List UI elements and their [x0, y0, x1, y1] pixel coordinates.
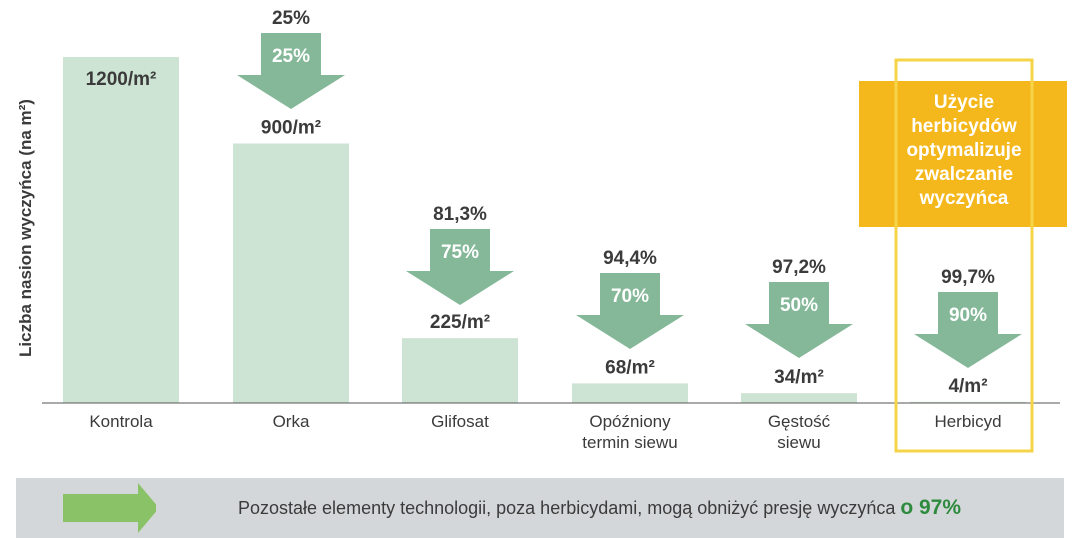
bar	[741, 393, 857, 403]
value-label: 900/m²	[261, 118, 321, 139]
category-label: Orka	[273, 412, 310, 431]
arrow-down-icon	[745, 282, 853, 358]
step-reduction-label: 50%	[780, 295, 818, 316]
value-label: 4/m²	[948, 376, 987, 397]
category-label: Herbicyd	[934, 412, 1001, 431]
category-label: siewu	[777, 433, 820, 452]
cumulative-reduction-label: 25%	[272, 8, 310, 29]
highlight-label-line: wyczyńca	[919, 188, 1009, 209]
category-label: termin siewu	[582, 433, 677, 452]
arrow-down-icon	[576, 273, 684, 349]
cumulative-reduction-label: 81,3%	[433, 204, 487, 225]
summary-banner: Pozostałe elementy technologii, poza her…	[16, 478, 1064, 538]
bar	[402, 338, 518, 403]
bar	[63, 57, 179, 403]
arrow-right-icon	[63, 483, 156, 533]
bar	[233, 143, 349, 403]
value-label: 225/m²	[430, 312, 490, 333]
cumulative-reduction-label: 94,4%	[603, 248, 657, 269]
highlight-label-line: herbicydów	[911, 116, 1017, 137]
category-label: Opóźniony	[589, 412, 671, 431]
bar	[572, 383, 688, 403]
cumulative-reduction-label: 99,7%	[941, 267, 995, 288]
category-label: Gęstość	[768, 412, 831, 431]
step-reduction-label: 70%	[611, 286, 649, 307]
step-reduction-label: 75%	[441, 242, 479, 263]
cumulative-reduction-label: 97,2%	[772, 257, 826, 278]
highlight-label-line: optymalizuje	[906, 140, 1021, 161]
arrow-down-icon	[237, 33, 345, 109]
value-label: 68/m²	[605, 357, 655, 378]
y-axis-label: Liczba nasion wyczyńca (na m²)	[16, 99, 35, 357]
bar	[910, 401, 1026, 403]
highlight-label-line: Użycie	[934, 92, 994, 113]
highlight-label-line: zwalczanie	[915, 164, 1013, 185]
bar-chart: Użycie herbicydów optymalizuje zwalczanie wy…	[16, 8, 1067, 453]
step-reduction-label: 90%	[949, 305, 987, 326]
category-label: Glifosat	[431, 412, 489, 431]
value-label: 34/m²	[774, 367, 824, 388]
summary-highlight: o 97%	[900, 496, 962, 519]
summary-text: Pozostałe elementy technologii, poza her…	[238, 496, 962, 519]
value-label: 1200/m²	[86, 69, 157, 90]
category-label: Kontrola	[89, 412, 153, 431]
arrow-down-icon	[406, 229, 514, 305]
arrow-down-icon	[914, 292, 1022, 368]
highlight-frame	[894, 58, 1034, 453]
step-reduction-label: 25%	[272, 46, 310, 67]
